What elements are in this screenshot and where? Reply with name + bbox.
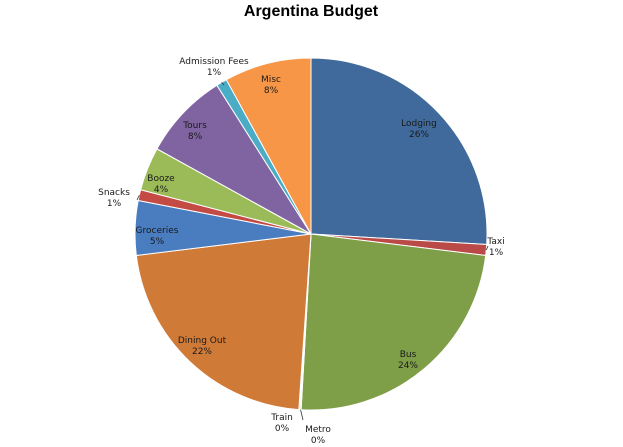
label-name-metro: Metro xyxy=(305,425,331,435)
label-name-train: Train xyxy=(270,413,293,423)
label-tours: Tours 8% xyxy=(182,121,207,142)
leader-snacks xyxy=(136,194,140,201)
leader-metro xyxy=(300,409,304,421)
label-name-dining-out: Dining Out xyxy=(178,336,227,346)
slice-lodging xyxy=(310,57,488,245)
slice-bus xyxy=(300,233,487,411)
label-value-lodging: 26% xyxy=(409,130,429,140)
label-name-taxi: Taxi xyxy=(486,237,504,247)
label-lodging: Lodging 26% xyxy=(401,119,437,140)
label-name-snacks: Snacks xyxy=(98,188,130,198)
slice-misc xyxy=(225,57,312,235)
label-taxi: Taxi 1% xyxy=(486,237,504,258)
label-name-misc: Misc xyxy=(261,75,281,85)
label-value-taxi: 1% xyxy=(489,248,504,258)
label-value-bus: 24% xyxy=(398,361,418,371)
label-bus: Bus 24% xyxy=(398,350,418,371)
label-snacks: Snacks 1% xyxy=(98,188,130,209)
label-dining-out: Dining Out 22% xyxy=(178,336,227,357)
label-name-groceries: Groceries xyxy=(136,226,179,236)
leader-lines xyxy=(136,82,489,421)
label-name-lodging: Lodging xyxy=(401,119,437,129)
label-value-tours: 8% xyxy=(188,132,203,142)
label-name-bus: Bus xyxy=(400,350,417,360)
label-misc: Misc 8% xyxy=(261,75,281,96)
label-value-booze: 4% xyxy=(154,185,169,195)
label-value-admission-fees: 1% xyxy=(207,68,222,78)
label-train: Train 0% xyxy=(270,413,293,434)
label-name-booze: Booze xyxy=(147,174,175,184)
label-value-metro: 0% xyxy=(311,436,326,446)
label-booze: Booze 4% xyxy=(147,174,175,195)
slice-labels: Lodging 26%Taxi 1%Bus 24%Metro 0%Train 0%Dini… xyxy=(98,57,505,446)
label-metro: Metro 0% xyxy=(305,425,331,446)
leader-taxi xyxy=(485,245,489,251)
chart-title: Argentina Budget xyxy=(244,3,379,20)
leader-admission-fees xyxy=(221,82,225,86)
pie-slices xyxy=(134,57,488,411)
label-value-misc: 8% xyxy=(264,86,279,96)
label-name-admission-fees: Admission Fees xyxy=(179,57,249,67)
label-admission-fees: Admission Fees 1% xyxy=(179,57,249,78)
label-value-dining-out: 22% xyxy=(192,347,212,357)
label-groceries: Groceries 5% xyxy=(136,226,179,247)
label-value-groceries: 5% xyxy=(150,237,165,247)
label-name-tours: Tours xyxy=(182,121,207,131)
label-value-snacks: 1% xyxy=(107,199,122,209)
slice-dining-out xyxy=(135,233,312,411)
label-value-train: 0% xyxy=(275,424,290,434)
